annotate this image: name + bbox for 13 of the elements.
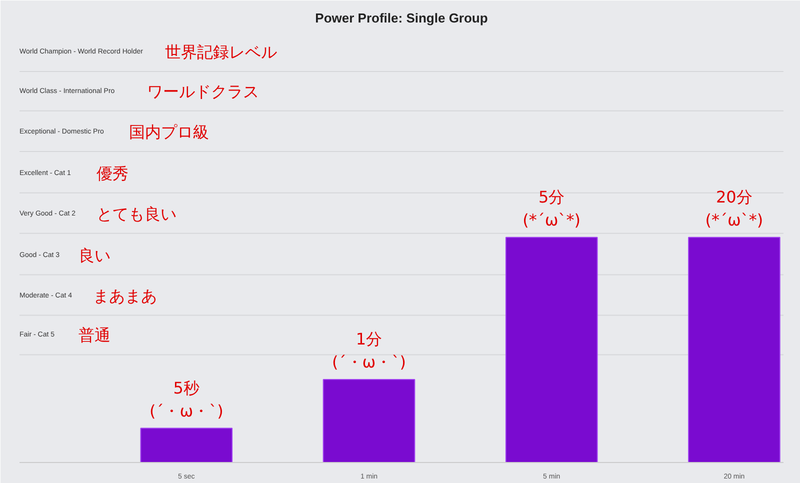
annotation: 5分 (*´ω`*) <box>522 188 581 230</box>
annotation: 普通 <box>78 326 111 345</box>
text: 国内プロ級 <box>129 122 210 142</box>
annotation: 1分 (´・ω・`) <box>332 330 406 372</box>
text: とても良い <box>96 204 177 224</box>
annotation: 20分 (*´ω`*) <box>705 188 764 230</box>
text: ワールドクラス <box>147 82 260 101</box>
chart-title: Power Profile: Single Group <box>315 10 488 26</box>
text: 優秀 <box>96 164 129 183</box>
annotation: 良い <box>78 246 111 265</box>
annotation: 5秒 (´・ω・`) <box>149 378 224 420</box>
text: 世界記録レベル <box>165 42 278 62</box>
annotation: まあまあ <box>93 286 158 306</box>
